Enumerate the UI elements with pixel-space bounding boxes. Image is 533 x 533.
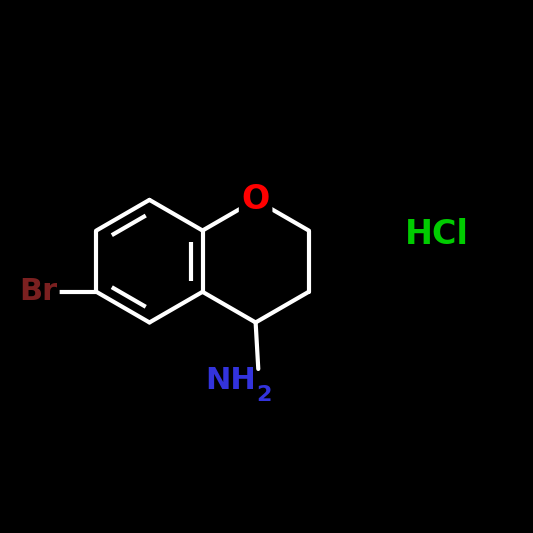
Text: O: O (241, 183, 270, 216)
Text: HCl: HCl (405, 218, 469, 251)
Text: 2: 2 (256, 385, 271, 405)
Text: NH: NH (205, 366, 256, 395)
Text: Br: Br (19, 277, 57, 306)
